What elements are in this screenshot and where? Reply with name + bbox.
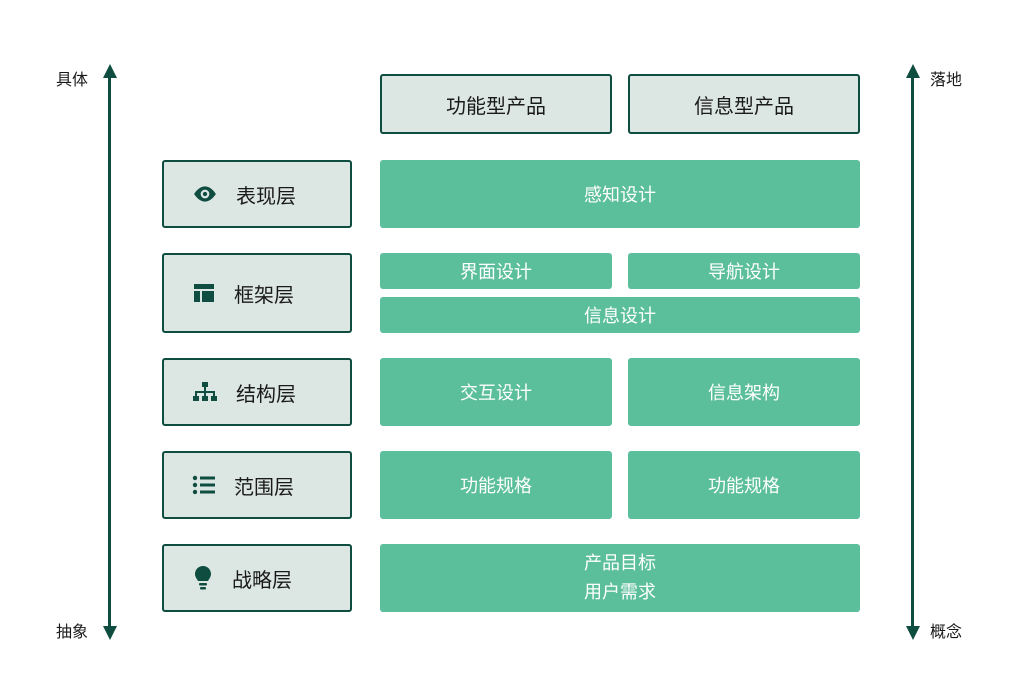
cell-functional-spec-left: 功能规格 bbox=[380, 451, 612, 519]
cell-text: 信息架构 bbox=[708, 379, 780, 405]
right-axis-arrow-down bbox=[906, 626, 920, 640]
cell-perception-design: 感知设计 bbox=[380, 160, 860, 228]
cell-information-design: 信息设计 bbox=[380, 297, 860, 333]
cell-text-line2: 用户需求 bbox=[584, 580, 656, 605]
cell-text: 导航设计 bbox=[708, 258, 780, 284]
layer-strategy: 战略层 bbox=[162, 544, 352, 612]
cell-interface-design: 界面设计 bbox=[380, 253, 612, 289]
left-axis-top-label: 具体 bbox=[56, 66, 88, 90]
layer-surface: 表现层 bbox=[162, 160, 352, 228]
cell-text: 交互设计 bbox=[460, 379, 532, 405]
layer-scope: 范围层 bbox=[162, 451, 352, 519]
layout-icon bbox=[192, 281, 216, 305]
cell-interaction-design: 交互设计 bbox=[380, 358, 612, 426]
layer-label: 范围层 bbox=[234, 471, 294, 500]
cell-text: 感知设计 bbox=[584, 181, 656, 207]
sitemap-icon bbox=[192, 380, 218, 404]
cell-navigation-design: 导航设计 bbox=[628, 253, 860, 289]
header-label: 信息型产品 bbox=[694, 90, 794, 119]
cell-text: 功能规格 bbox=[708, 472, 780, 498]
layer-structure: 结构层 bbox=[162, 358, 352, 426]
layer-skeleton: 框架层 bbox=[162, 253, 352, 333]
header-information-product: 信息型产品 bbox=[628, 74, 860, 134]
cell-text-line1: 产品目标 bbox=[584, 551, 656, 576]
cell-text: 界面设计 bbox=[460, 258, 532, 284]
header-label: 功能型产品 bbox=[446, 90, 546, 119]
header-functional-product: 功能型产品 bbox=[380, 74, 612, 134]
eye-icon bbox=[192, 181, 218, 207]
cell-information-architecture: 信息架构 bbox=[628, 358, 860, 426]
list-icon bbox=[192, 474, 216, 496]
layer-label: 战略层 bbox=[232, 564, 292, 593]
left-axis-bottom-label: 抽象 bbox=[56, 618, 88, 642]
layer-label: 结构层 bbox=[236, 378, 296, 407]
cell-strategy-goals: 产品目标 用户需求 bbox=[380, 544, 860, 612]
bulb-icon bbox=[192, 565, 214, 591]
right-axis-line bbox=[911, 76, 914, 628]
right-axis-bottom-label: 概念 bbox=[930, 618, 962, 642]
left-axis-line bbox=[108, 76, 111, 628]
layer-label: 框架层 bbox=[234, 279, 294, 308]
layer-label: 表现层 bbox=[236, 180, 296, 209]
right-axis-top-label: 落地 bbox=[930, 66, 962, 90]
cell-text: 功能规格 bbox=[460, 472, 532, 498]
cell-text: 信息设计 bbox=[584, 302, 656, 328]
left-axis-arrow-down bbox=[103, 626, 117, 640]
cell-functional-spec-right: 功能规格 bbox=[628, 451, 860, 519]
